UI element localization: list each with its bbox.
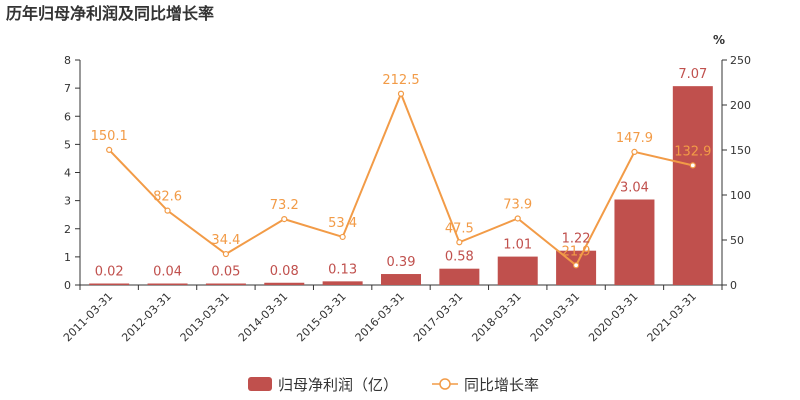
bar-value-label: 0.04 [153,265,182,280]
bar[interactable] [205,283,246,286]
x-tick-label: 2017-03-31 [411,290,465,344]
line-value-label: 47.5 [445,221,474,236]
x-tick-label: 2020-03-31 [586,290,640,344]
left-tick-label: 8 [64,54,71,67]
x-tick-label: 2019-03-31 [528,290,582,344]
line-point[interactable] [339,233,346,241]
line-point[interactable] [514,215,521,222]
left-tick-label: 1 [64,251,71,264]
left-tick-label: 4 [64,167,71,180]
bar[interactable] [264,282,305,285]
left-tick-label: 5 [64,138,71,151]
line-value-label: 34.4 [211,233,240,248]
right-tick-label: 150 [730,144,751,157]
x-tick-label: 2018-03-31 [469,290,523,344]
bar-value-label: 1.22 [562,232,591,247]
left-tick-label: 0 [64,279,71,292]
line-point[interactable] [456,239,463,246]
legend[interactable]: 归母净利润（亿） 同比增长率 [248,376,539,394]
bar-value-label: 7.07 [678,67,707,82]
legend-label-profit: 归母净利润（亿） [278,376,398,394]
legend-swatch-growth-marker [439,378,451,390]
legend-label-growth: 同比增长率 [464,376,539,394]
x-tick-label: 2013-03-31 [178,290,232,344]
x-tick-label: 2015-03-31 [294,290,348,344]
right-tick-label: 50 [730,234,744,247]
chart-title: 历年归母净利润及同比增长率 [6,4,214,23]
right-axis-unit: % [713,33,725,47]
left-tick-label: 2 [64,223,71,236]
right-tick-label: 0 [730,279,737,292]
x-tick-label: 2012-03-31 [119,290,173,344]
left-tick-label: 3 [64,195,71,208]
bar-value-label: 0.08 [270,264,299,279]
x-tick-label: 2014-03-31 [236,290,290,344]
line-value-label: 82.6 [153,190,182,205]
line-point[interactable] [631,148,638,155]
bar-value-label: 1.01 [503,238,532,253]
line-point[interactable] [222,250,230,258]
left-tick-label: 6 [64,110,71,123]
left-tick-label: 7 [64,82,71,95]
bar-value-label: 3.04 [620,181,649,196]
line-value-label: 212.5 [382,73,419,88]
bar-value-label: 0.39 [387,255,416,270]
line-value-label: 21.9 [562,244,591,259]
x-tick-label: 2016-03-31 [353,290,407,344]
line-point[interactable] [572,262,580,269]
right-tick-label: 100 [730,189,751,202]
line-value-label: 150.1 [91,129,128,144]
bar[interactable] [672,86,713,285]
bar[interactable] [614,199,655,286]
line-value-label: 73.2 [270,198,299,213]
growth-line [106,90,696,269]
bar[interactable] [89,283,130,286]
x-tick-label: 2011-03-31 [61,290,115,344]
line-point[interactable] [164,207,171,214]
growth-line-path [108,91,694,267]
bar-value-label: 0.05 [211,265,240,280]
bar-value-label: 0.02 [95,265,124,280]
line-point[interactable] [106,146,113,154]
bars [89,86,713,285]
x-tick-label: 2021-03-31 [645,290,699,344]
bar-value-label: 0.58 [445,250,474,265]
bar[interactable] [439,268,480,285]
line-value-label: 73.9 [503,197,532,212]
line-point[interactable] [281,216,288,223]
line-value-label: 147.9 [616,131,653,146]
bar[interactable] [322,281,363,285]
right-tick-label: 250 [730,54,751,67]
data-labels: 0.02 0.04 0.05 0.08 0.13 0.39 0.58 1.01 1.22 3.04… [91,67,712,279]
bar-value-label: 0.13 [328,262,357,277]
bar[interactable] [497,256,538,285]
bar[interactable] [381,274,421,285]
line-value-label: 53.4 [328,216,357,231]
legend-swatch-profit [248,377,272,391]
line-point[interactable] [397,90,405,97]
line-value-label: 132.9 [674,144,711,159]
bar[interactable] [147,283,188,286]
line-point[interactable] [689,162,696,169]
right-tick-label: 200 [730,99,751,112]
